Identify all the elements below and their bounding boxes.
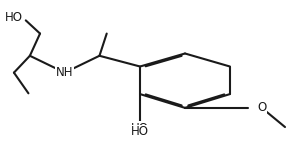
- Text: O: O: [257, 101, 266, 114]
- Text: HO: HO: [131, 125, 149, 139]
- Text: NH: NH: [56, 66, 73, 79]
- Text: HO: HO: [5, 11, 23, 24]
- Text: HO: HO: [131, 122, 149, 135]
